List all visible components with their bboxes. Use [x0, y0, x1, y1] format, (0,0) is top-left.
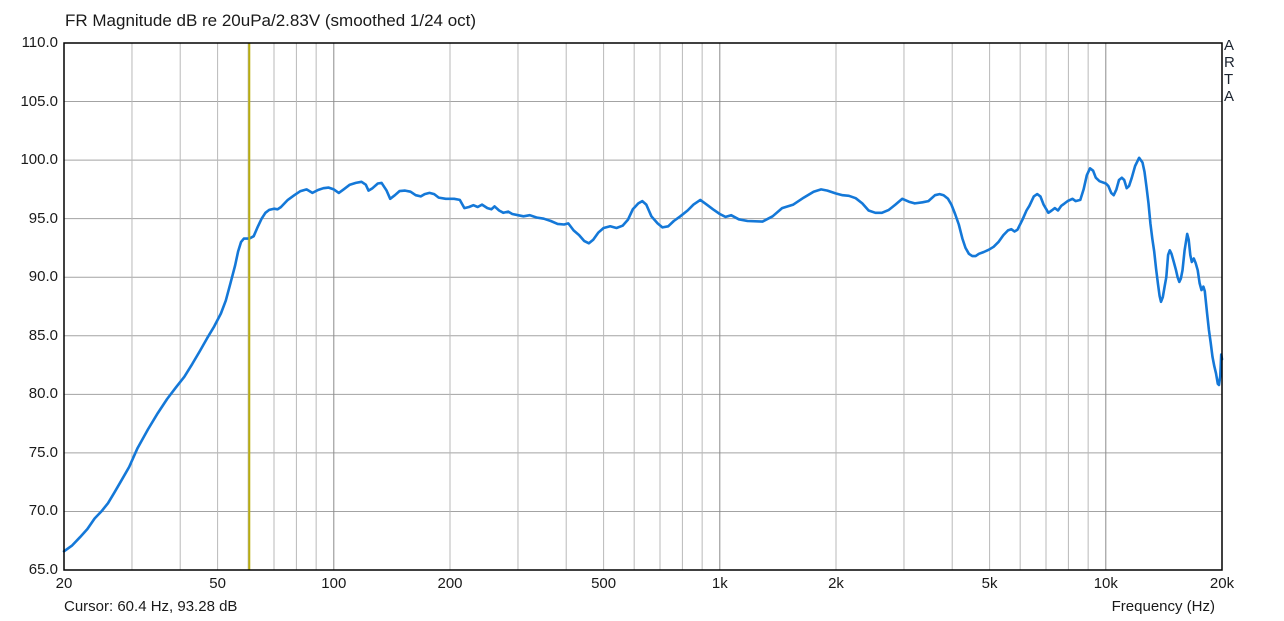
cursor-readout: Cursor: 60.4 Hz, 93.28 dB	[64, 598, 238, 615]
x-axis-tick-label: 50	[209, 575, 226, 592]
y-axis-tick-label: 105.0	[20, 92, 58, 110]
y-axis-tick-label: 70.0	[28, 502, 58, 520]
y-axis-tick-label: 65.0	[28, 561, 58, 578]
y-axis-tick-label: 85.0	[28, 326, 58, 344]
arta-watermark: A R T A	[1224, 37, 1235, 105]
plot-border	[63, 42, 1223, 571]
x-axis-tick-label: 500	[591, 575, 617, 592]
x-axis-title: Frequency (Hz)	[1111, 598, 1215, 615]
y-axis-tick-label: 95.0	[28, 209, 58, 227]
x-axis-tick-label: 100	[321, 575, 347, 592]
x-axis-tick-label: 10k	[1093, 575, 1118, 592]
y-axis-tick-label: 90.0	[28, 268, 58, 286]
y-axis-tick-label: 110.0	[21, 34, 58, 51]
y-axis-tick-label: 80.0	[28, 385, 58, 403]
x-axis-tick-label: 20k	[1209, 575, 1235, 592]
y-axis-tick-label: 75.0	[28, 443, 58, 461]
chart-title: FR Magnitude dB re 20uPa/2.83V (smoothed…	[65, 11, 477, 30]
x-axis-tick-label: 2k	[828, 575, 844, 592]
x-axis-tick-label: 20	[55, 575, 73, 592]
y-axis-tick-label: 100.0	[20, 151, 58, 169]
x-axis-tick-label: 5k	[981, 575, 998, 592]
x-axis-tick-label: 1k	[711, 575, 728, 592]
x-axis-tick-label: 200	[437, 575, 463, 592]
fr-magnitude-curve	[62, 156, 1224, 553]
